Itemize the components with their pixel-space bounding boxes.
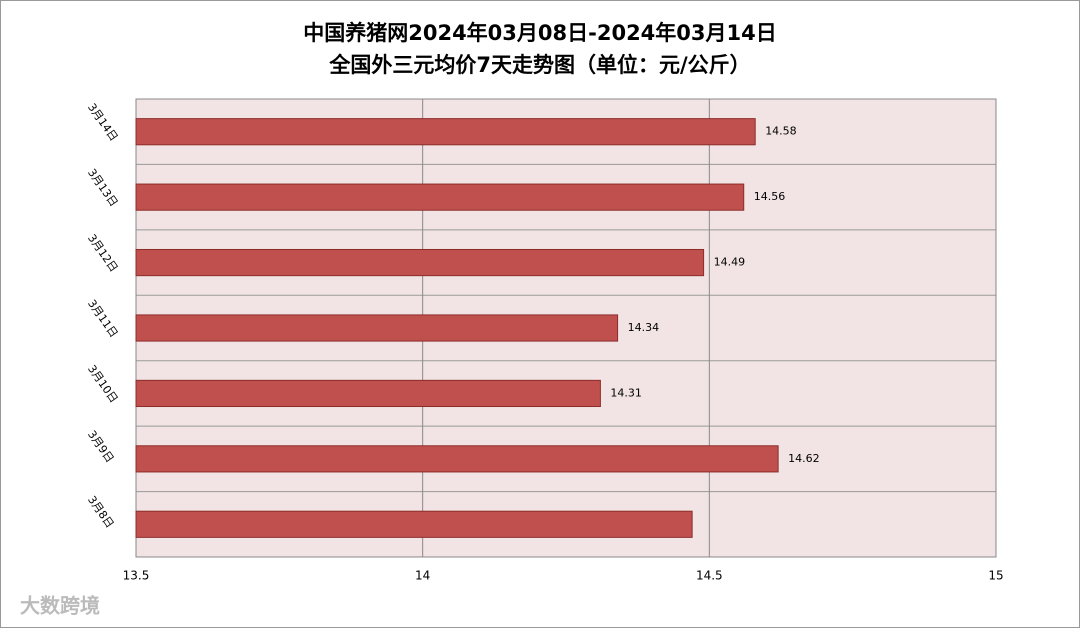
chart-title: 中国养猪网2024年03月08日-2024年03月14日 <box>303 21 777 45</box>
bar <box>135 445 779 473</box>
data-label: 14.56 <box>754 190 786 203</box>
bar <box>135 314 619 342</box>
data-label: 14.62 <box>788 452 820 465</box>
bar <box>135 183 745 211</box>
data-label: 14.58 <box>765 125 797 138</box>
data-label: 14.49 <box>714 256 746 269</box>
bar <box>135 510 693 538</box>
x-tick-label: 13.5 <box>123 569 150 583</box>
bar <box>135 379 601 408</box>
data-label: 14.31 <box>610 386 642 399</box>
x-tick-label: 14.5 <box>696 569 723 583</box>
chart-subtitle: 全国外三元均价7天走势图（单位：元/公斤） <box>328 53 750 77</box>
bar <box>135 248 705 277</box>
bar <box>135 118 756 146</box>
x-tick-label: 15 <box>988 569 1003 583</box>
watermark: 大数跨境 <box>20 594 100 618</box>
x-tick-label: 14 <box>415 569 430 583</box>
data-label: 14.34 <box>628 321 660 334</box>
